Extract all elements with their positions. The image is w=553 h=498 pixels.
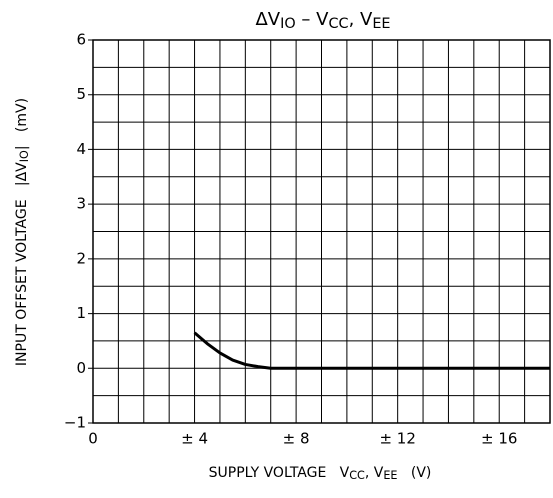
label-part: SUPPLY VOLTAGE V — [209, 465, 350, 481]
y-tick-label: 6 — [76, 31, 86, 49]
subscript: IO — [18, 150, 31, 162]
y-tick-label: 5 — [76, 85, 86, 103]
plot-frame — [92, 39, 551, 424]
chart-title: ΔVIO – VCC, VEE — [255, 9, 390, 32]
y-tick-label: −1 — [64, 414, 86, 432]
data-line — [193, 331, 550, 370]
y-axis-label: INPUT OFFSET VOLTAGE |ΔVIO| (mV) — [14, 98, 31, 366]
label-part: INPUT OFFSET VOLTAGE |ΔV — [14, 162, 30, 366]
label-part: – V — [296, 9, 329, 30]
label-part: (V) — [398, 465, 432, 481]
label-part: ΔV — [255, 9, 280, 30]
subscript: CC — [349, 469, 365, 482]
subscript: EE — [372, 16, 390, 32]
subscript: IO — [280, 16, 296, 32]
label-part: , V — [365, 465, 384, 481]
x-axis-label: SUPPLY VOLTAGE VCC, VEE (V) — [209, 465, 432, 482]
y-tick-label: 4 — [76, 140, 86, 158]
y-tick-label: 2 — [76, 249, 86, 267]
x-tick-label: ± 8 — [283, 430, 310, 448]
subscript: CC — [328, 16, 348, 32]
x-tick-label: ± 4 — [181, 430, 208, 448]
label-part: | (mV) — [14, 98, 30, 150]
y-tick-label: 1 — [76, 304, 86, 322]
label-part: , V — [349, 9, 373, 30]
x-tick-label: ± 12 — [379, 430, 415, 448]
y-tick-label: 3 — [76, 195, 86, 213]
x-tick-label: 0 — [88, 430, 98, 448]
subscript: EE — [383, 469, 397, 482]
y-tick-label: 0 — [76, 359, 86, 377]
x-tick-label: ± 16 — [481, 430, 517, 448]
